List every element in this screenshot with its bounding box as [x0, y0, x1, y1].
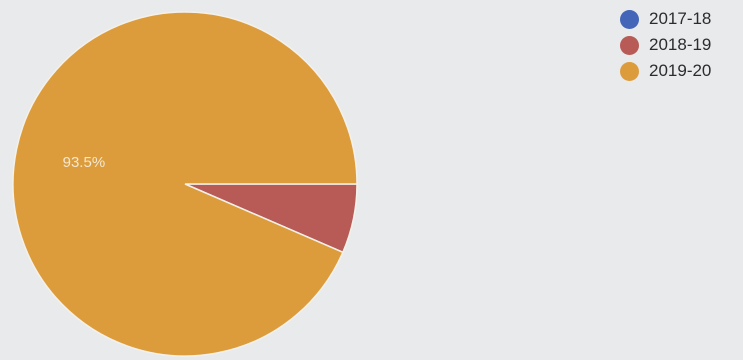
legend-swatch-2019-20 — [620, 61, 639, 81]
legend-label-2017-18: 2017-18 — [649, 9, 712, 28]
legend-swatch-2018-19 — [620, 35, 639, 55]
legend-item-2018-19: 2018-19 — [620, 32, 711, 58]
data-label-2019-20: 93.5% — [63, 154, 106, 171]
legend-swatch-2017-18 — [620, 9, 639, 29]
pie-slices — [12, 11, 358, 357]
legend-item-2017-18: 2017-18 — [620, 6, 711, 32]
chart-legend: 2017-18 2018-19 2019-20 — [620, 6, 711, 84]
pie-labels: 93.5% — [63, 154, 106, 171]
legend-label-2019-20: 2019-20 — [649, 61, 712, 80]
pie-slice-2019-20 — [12, 11, 358, 357]
legend-label-2018-19: 2018-19 — [649, 35, 712, 54]
legend-item-2019-20: 2019-20 — [620, 58, 711, 84]
